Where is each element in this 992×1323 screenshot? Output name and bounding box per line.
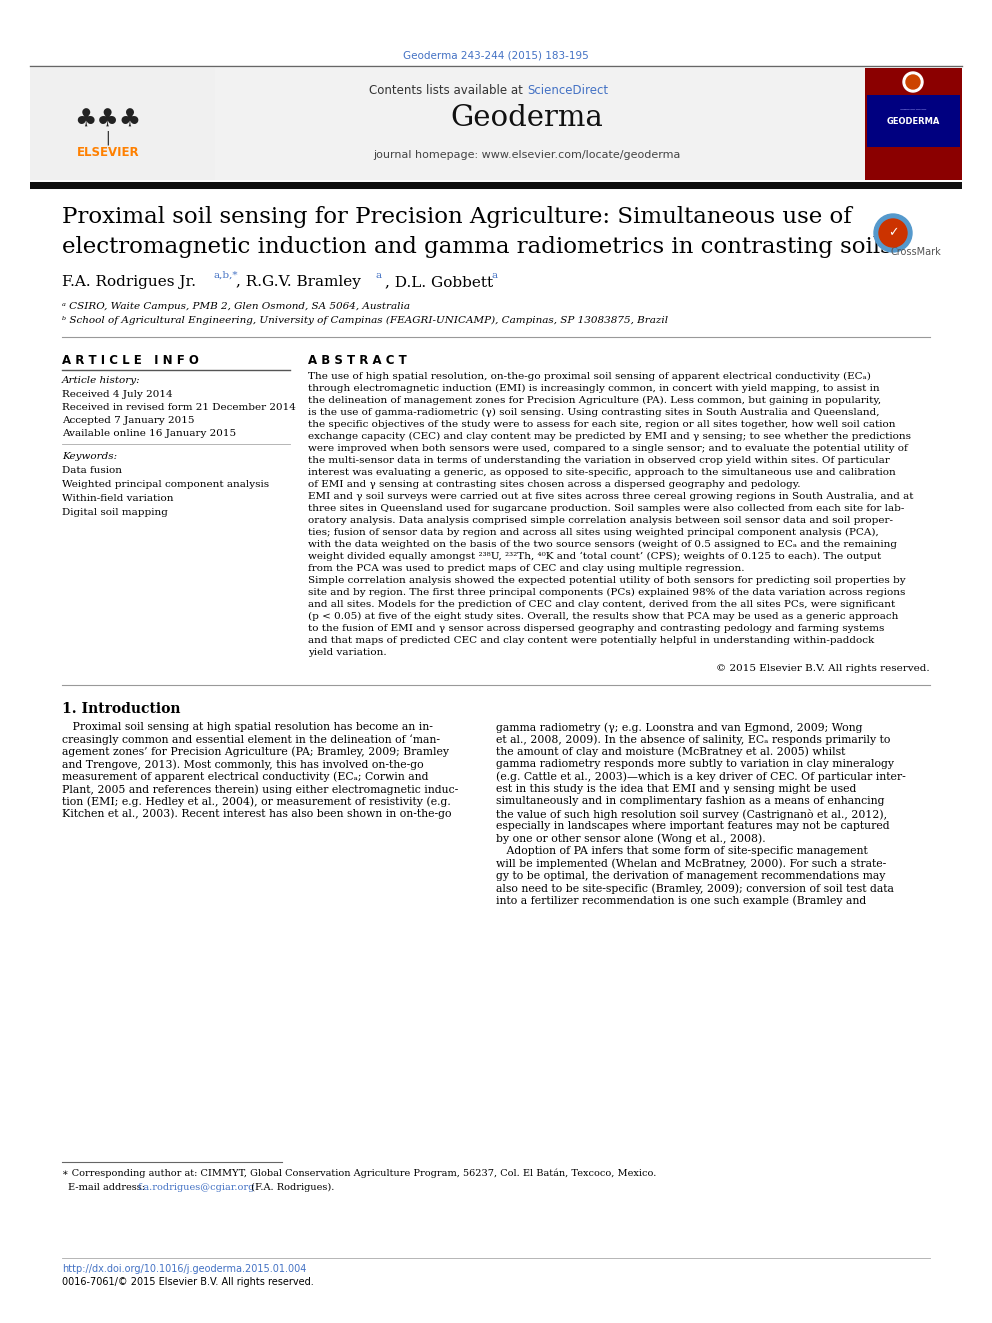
- Text: (F.A. Rodrigues).: (F.A. Rodrigues).: [248, 1183, 334, 1192]
- Text: creasingly common and essential element in the delineation of ‘man-: creasingly common and essential element …: [62, 734, 440, 745]
- Text: to the fusion of EMI and γ sensor across dispersed geography and contrasting ped: to the fusion of EMI and γ sensor across…: [308, 624, 885, 632]
- Text: 0016-7061/© 2015 Elsevier B.V. All rights reserved.: 0016-7061/© 2015 Elsevier B.V. All right…: [62, 1277, 313, 1287]
- Text: and that maps of predicted CEC and clay content were potentially helpful in unde: and that maps of predicted CEC and clay …: [308, 636, 874, 646]
- Text: the value of such high resolution soil survey (Castrignanò et al., 2012),: the value of such high resolution soil s…: [496, 808, 887, 820]
- Text: Data fusion: Data fusion: [62, 466, 122, 475]
- Text: interest was evaluating a generic, as opposed to site-specific, approach to the : interest was evaluating a generic, as op…: [308, 468, 896, 478]
- Text: GEODERMA: GEODERMA: [886, 118, 939, 127]
- Text: weight divided equally amongst ²³⁸U, ²³²Th, ⁴⁰K and ‘total count’ (CPS); weights: weight divided equally amongst ²³⁸U, ²³²…: [308, 552, 881, 561]
- Text: Adoption of PA infers that some form of site-specific management: Adoption of PA infers that some form of …: [496, 845, 868, 856]
- Text: The use of high spatial resolution, on-the-go proximal soil sensing of apparent : The use of high spatial resolution, on-t…: [308, 372, 871, 381]
- Text: measurement of apparent electrical conductivity (ECₐ; Corwin and: measurement of apparent electrical condu…: [62, 771, 429, 782]
- Text: the amount of clay and moisture (McBratney et al. 2005) whilst: the amount of clay and moisture (McBratn…: [496, 746, 845, 757]
- Text: is the use of gamma-radiometric (γ) soil sensing. Using contrasting sites in Sou: is the use of gamma-radiometric (γ) soil…: [308, 407, 880, 417]
- Circle shape: [903, 71, 923, 93]
- Text: F.A. Rodrigues Jr.: F.A. Rodrigues Jr.: [62, 275, 200, 288]
- Text: Geoderma 243-244 (2015) 183-195: Geoderma 243-244 (2015) 183-195: [403, 50, 589, 60]
- Text: of EMI and γ sensing at contrasting sites chosen across a dispersed geography an: of EMI and γ sensing at contrasting site…: [308, 480, 801, 490]
- Text: the delineation of management zones for Precision Agriculture (PA). Less common,: the delineation of management zones for …: [308, 396, 881, 405]
- Text: Accepted 7 January 2015: Accepted 7 January 2015: [62, 415, 194, 425]
- Circle shape: [874, 214, 912, 251]
- Text: Kitchen et al., 2003). Recent interest has also been shown in on-the-go: Kitchen et al., 2003). Recent interest h…: [62, 808, 451, 819]
- Text: a: a: [376, 271, 382, 280]
- Text: (e.g. Cattle et al., 2003)—which is a key driver of CEC. Of particular inter-: (e.g. Cattle et al., 2003)—which is a ke…: [496, 771, 906, 782]
- Text: through electromagnetic induction (EMI) is increasingly common, in concert with : through electromagnetic induction (EMI) …: [308, 384, 880, 393]
- Text: with the data weighted on the basis of the two source sensors (weight of 0.5 ass: with the data weighted on the basis of t…: [308, 540, 897, 549]
- Text: electromagnetic induction and gamma radiometrics in contrasting soils: electromagnetic induction and gamma radi…: [62, 235, 892, 258]
- Text: (p < 0.05) at five of the eight study sites. Overall, the results show that PCA : (p < 0.05) at five of the eight study si…: [308, 613, 899, 620]
- Text: Geoderma: Geoderma: [450, 105, 603, 132]
- Text: A B S T R A C T: A B S T R A C T: [308, 355, 407, 366]
- Text: http://dx.doi.org/10.1016/j.geoderma.2015.01.004: http://dx.doi.org/10.1016/j.geoderma.201…: [62, 1263, 307, 1274]
- Text: A R T I C L E   I N F O: A R T I C L E I N F O: [62, 355, 198, 366]
- Text: will be implemented (Whelan and McBratney, 2000). For such a strate-: will be implemented (Whelan and McBratne…: [496, 859, 886, 869]
- Text: ∗ Corresponding author at: CIMMYT, Global Conservation Agriculture Program, 5623: ∗ Corresponding author at: CIMMYT, Globa…: [62, 1170, 657, 1179]
- Bar: [30, 183, 962, 189]
- Text: Weighted principal component analysis: Weighted principal component analysis: [62, 480, 269, 490]
- Text: journal homepage: www.elsevier.com/locate/geoderma: journal homepage: www.elsevier.com/locat…: [373, 149, 681, 160]
- Text: especially in landscapes where important features may not be captured: especially in landscapes where important…: [496, 822, 890, 831]
- Bar: [865, 67, 962, 180]
- Text: 1. Introduction: 1. Introduction: [62, 703, 181, 716]
- Text: Article history:: Article history:: [62, 376, 141, 385]
- Text: ties; fusion of sensor data by region and across all sites using weighted princi: ties; fusion of sensor data by region an…: [308, 528, 879, 537]
- Text: EMI and γ soil surveys were carried out at five sites across three cereal growin: EMI and γ soil surveys were carried out …: [308, 492, 914, 501]
- Circle shape: [879, 220, 907, 247]
- Text: and all sites. Models for the prediction of CEC and clay content, derived from t: and all sites. Models for the prediction…: [308, 601, 895, 609]
- Text: Received 4 July 2014: Received 4 July 2014: [62, 390, 173, 400]
- Bar: [30, 67, 865, 180]
- Text: agement zones’ for Precision Agriculture (PA; Bramley, 2009; Bramley: agement zones’ for Precision Agriculture…: [62, 746, 449, 757]
- Text: exchange capacity (CEC) and clay content may be predicted by EMI and γ sensing; : exchange capacity (CEC) and clay content…: [308, 433, 911, 441]
- Text: Plant, 2005 and references therein) using either electromagnetic induc-: Plant, 2005 and references therein) usin…: [62, 785, 458, 795]
- Text: , R.G.V. Bramley: , R.G.V. Bramley: [236, 275, 366, 288]
- Text: Contents lists available at: Contents lists available at: [369, 83, 527, 97]
- Text: a: a: [492, 271, 498, 280]
- Text: Simple correlation analysis showed the expected potential utility of both sensor: Simple correlation analysis showed the e…: [308, 576, 906, 585]
- Text: ♣♣♣: ♣♣♣: [74, 108, 142, 132]
- Text: |: |: [106, 131, 110, 146]
- Text: gamma radiometry (γ; e.g. Loonstra and van Egmond, 2009; Wong: gamma radiometry (γ; e.g. Loonstra and v…: [496, 722, 862, 733]
- Text: the multi-sensor data in terms of understanding the variation in observed crop y: the multi-sensor data in terms of unders…: [308, 456, 890, 464]
- Text: from the PCA was used to predict maps of CEC and clay using multiple regression.: from the PCA was used to predict maps of…: [308, 564, 745, 573]
- Text: three sites in Queensland used for sugarcane production. Soil samples were also : three sites in Queensland used for sugar…: [308, 504, 905, 513]
- Text: gy to be optimal, the derivation of management recommendations may: gy to be optimal, the derivation of mana…: [496, 871, 886, 881]
- Text: ScienceDirect: ScienceDirect: [527, 83, 608, 97]
- Text: et al., 2008, 2009). In the absence of salinity, ECₐ responds primarily to: et al., 2008, 2009). In the absence of s…: [496, 734, 891, 745]
- Text: Digital soil mapping: Digital soil mapping: [62, 508, 168, 517]
- Text: a,b,*: a,b,*: [213, 271, 237, 280]
- Text: yield variation.: yield variation.: [308, 648, 387, 658]
- Text: CrossMark: CrossMark: [891, 247, 941, 257]
- Text: ᵃ CSIRO, Waite Campus, PMB 2, Glen Osmond, SA 5064, Australia: ᵃ CSIRO, Waite Campus, PMB 2, Glen Osmon…: [62, 302, 410, 311]
- Text: were improved when both sensors were used, compared to a single sensor; and to e: were improved when both sensors were use…: [308, 445, 908, 452]
- Text: est in this study is the idea that EMI and γ sensing might be used: est in this study is the idea that EMI a…: [496, 785, 856, 794]
- Text: Keywords:: Keywords:: [62, 452, 117, 460]
- Bar: [867, 95, 960, 147]
- Text: also need to be site-specific (Bramley, 2009); conversion of soil test data: also need to be site-specific (Bramley, …: [496, 884, 894, 894]
- Text: Proximal soil sensing at high spatial resolution has become an in-: Proximal soil sensing at high spatial re…: [62, 722, 433, 732]
- Text: Proximal soil sensing for Precision Agriculture: Simultaneous use of: Proximal soil sensing for Precision Agri…: [62, 206, 852, 228]
- Text: Received in revised form 21 December 2014: Received in revised form 21 December 201…: [62, 404, 296, 411]
- Text: —————: —————: [900, 107, 927, 112]
- Text: f.a.rodrigues@cgiar.org: f.a.rodrigues@cgiar.org: [138, 1183, 255, 1192]
- Text: Within-field variation: Within-field variation: [62, 493, 174, 503]
- Text: simultaneously and in complimentary fashion as a means of enhancing: simultaneously and in complimentary fash…: [496, 796, 885, 807]
- Text: ᵇ School of Agricultural Engineering, University of Campinas (FEAGRI-UNICAMP), C: ᵇ School of Agricultural Engineering, Un…: [62, 316, 669, 325]
- Text: by one or other sensor alone (Wong et al., 2008).: by one or other sensor alone (Wong et al…: [496, 833, 766, 844]
- Text: gamma radiometry responds more subtly to variation in clay mineralogy: gamma radiometry responds more subtly to…: [496, 759, 894, 769]
- Text: ELSEVIER: ELSEVIER: [76, 147, 139, 160]
- Text: and Trengove, 2013). Most commonly, this has involved on-the-go: and Trengove, 2013). Most commonly, this…: [62, 759, 424, 770]
- Text: E-mail address:: E-mail address:: [68, 1183, 148, 1192]
- Text: Available online 16 January 2015: Available online 16 January 2015: [62, 429, 236, 438]
- Text: , D.L. Gobbett: , D.L. Gobbett: [385, 275, 498, 288]
- Text: © 2015 Elsevier B.V. All rights reserved.: © 2015 Elsevier B.V. All rights reserved…: [716, 664, 930, 673]
- Text: the specific objectives of the study were to assess for each site, region or all: the specific objectives of the study wer…: [308, 419, 896, 429]
- Text: tion (EMI; e.g. Hedley et al., 2004), or measurement of resistivity (e.g.: tion (EMI; e.g. Hedley et al., 2004), or…: [62, 796, 450, 807]
- Text: into a fertilizer recommendation is one such example (Bramley and: into a fertilizer recommendation is one …: [496, 896, 866, 906]
- Text: ✓: ✓: [888, 226, 898, 239]
- Text: oratory analysis. Data analysis comprised simple correlation analysis between so: oratory analysis. Data analysis comprise…: [308, 516, 893, 525]
- Bar: [30, 67, 215, 180]
- Text: site and by region. The first three principal components (PCs) explained 98% of : site and by region. The first three prin…: [308, 587, 906, 597]
- Circle shape: [906, 75, 920, 89]
